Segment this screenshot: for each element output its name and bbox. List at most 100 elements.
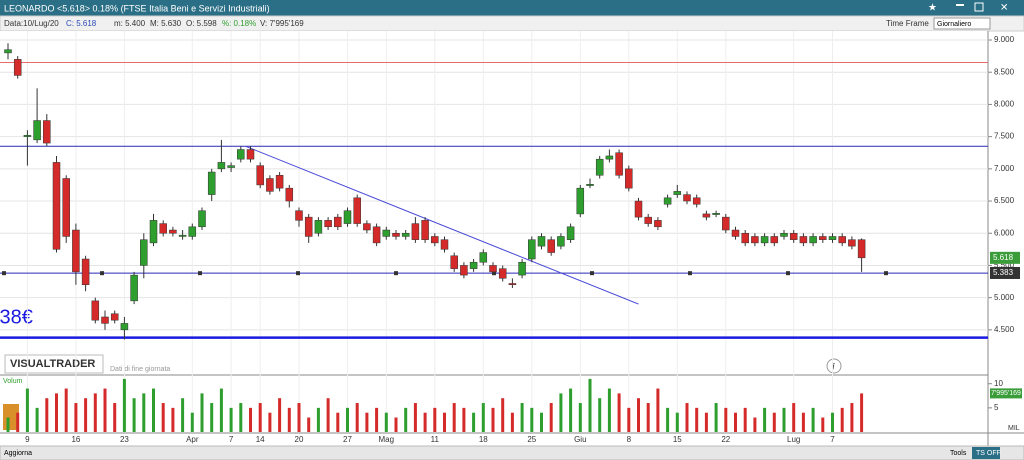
timeframe-select[interactable]: [933, 17, 991, 30]
candle-body: [169, 229, 177, 234]
candle-body: [52, 162, 61, 250]
candle-body: [4, 49, 12, 54]
candle-body: [295, 210, 303, 221]
info-icon[interactable]: i: [832, 361, 835, 371]
volume-bar: [132, 398, 136, 432]
level-handle: [590, 271, 594, 276]
candle-body: [712, 213, 720, 215]
candle-body: [518, 261, 526, 276]
level-handle: [884, 271, 888, 276]
volume-bar: [210, 403, 214, 432]
level-handle: [198, 271, 202, 276]
tools-button[interactable]: Tools: [950, 450, 967, 457]
y-tick-label: 10: [994, 379, 1003, 388]
candle-body: [363, 223, 371, 231]
volume-bar: [704, 412, 708, 432]
candle-body: [13, 59, 22, 76]
volume-bar: [549, 403, 553, 432]
candle-body: [304, 216, 313, 237]
volume-bar: [103, 388, 107, 432]
candle-body: [557, 236, 565, 247]
volume-bar: [278, 398, 282, 432]
candle-body: [789, 232, 798, 240]
bottom-bar: [0, 445, 1024, 460]
candle-body: [207, 171, 216, 195]
refresh-button[interactable]: Aggiorna: [4, 450, 32, 457]
candle-body: [110, 313, 119, 321]
candle-body: [421, 220, 429, 240]
x-tick-label: 22: [721, 435, 730, 444]
volume-bar: [491, 407, 495, 432]
info-button[interactable]: [826, 358, 842, 374]
x-tick-label: 11: [431, 435, 440, 444]
volume-bar: [617, 393, 621, 432]
candle-body: [692, 197, 701, 205]
x-tick-label: 27: [343, 435, 352, 444]
volume-bar: [801, 412, 805, 432]
candle-body: [702, 213, 711, 218]
y-tick-label: 5.500: [994, 261, 1015, 270]
candle-body: [33, 120, 41, 141]
volume-bar: [433, 407, 437, 432]
candle-body: [81, 258, 90, 286]
window-title: LEONARDO <5.618> 0.18% (FTSE Italia Beni…: [4, 3, 270, 13]
candle-body: [324, 220, 332, 228]
volume-bar: [394, 417, 398, 432]
window-controls[interactable]: ✕★: [928, 2, 1008, 14]
volume-bar: [811, 407, 815, 432]
x-tick-label: 8: [627, 435, 632, 444]
candle-body: [431, 236, 439, 244]
candle-body: [159, 223, 167, 234]
y-tick-label: 7.500: [994, 132, 1015, 141]
candle-body: [498, 268, 507, 279]
candle-body: [227, 165, 235, 168]
volume-bar: [152, 388, 155, 432]
volume-bar: [860, 393, 864, 432]
price-tag-label: 5.383: [993, 268, 1014, 277]
y-tick-label: 6.500: [994, 196, 1015, 205]
volume-bar: [122, 378, 126, 432]
candle-body: [246, 149, 255, 160]
volume-bar: [93, 393, 97, 432]
volume-bar: [25, 388, 29, 432]
candle-body: [760, 236, 769, 244]
candle-body: [857, 239, 866, 259]
svg-text:★: ★: [928, 3, 937, 14]
candle-body: [576, 187, 585, 215]
candle-body: [188, 226, 197, 237]
candle-body: [382, 229, 391, 237]
candle-body: [654, 220, 662, 228]
price-tag-label: 5.618: [993, 253, 1014, 262]
data-note: Dati di fine giornata: [110, 366, 170, 373]
volume-bar: [850, 403, 854, 432]
volume-bar: [443, 412, 446, 432]
candle-body: [751, 236, 759, 244]
timeframe-value[interactable]: Giornaliero: [937, 21, 971, 28]
volume-bar: [763, 407, 767, 432]
candle-body: [780, 232, 788, 237]
candle-body: [469, 261, 478, 269]
volume-bar: [307, 417, 311, 432]
ts-button[interactable]: TS OFF: [976, 450, 1001, 457]
info-pct: %: 0.18%: [222, 19, 256, 28]
candle-body: [586, 184, 594, 186]
candle-body: [120, 323, 129, 331]
candle-body: [605, 155, 614, 160]
logo-box: [4, 354, 104, 374]
info-max: M: 5.630: [150, 19, 182, 28]
volume-bar: [404, 407, 408, 432]
y-tick-label: 5.000: [994, 293, 1015, 302]
volume-bar: [637, 398, 640, 432]
x-tick-label: 14: [256, 435, 265, 444]
volume-bar: [55, 393, 58, 432]
ts-button-bg[interactable]: [972, 447, 1000, 459]
volume-bar: [375, 407, 379, 432]
y-tick-label: 7.000: [994, 164, 1015, 173]
volume-bar: [113, 403, 117, 432]
volume-bar: [64, 388, 68, 432]
level-handle: [2, 271, 6, 276]
candle-body: [634, 200, 643, 218]
volume-bar: [6, 417, 10, 432]
level-handle: [492, 271, 496, 276]
candle-body: [595, 158, 604, 176]
